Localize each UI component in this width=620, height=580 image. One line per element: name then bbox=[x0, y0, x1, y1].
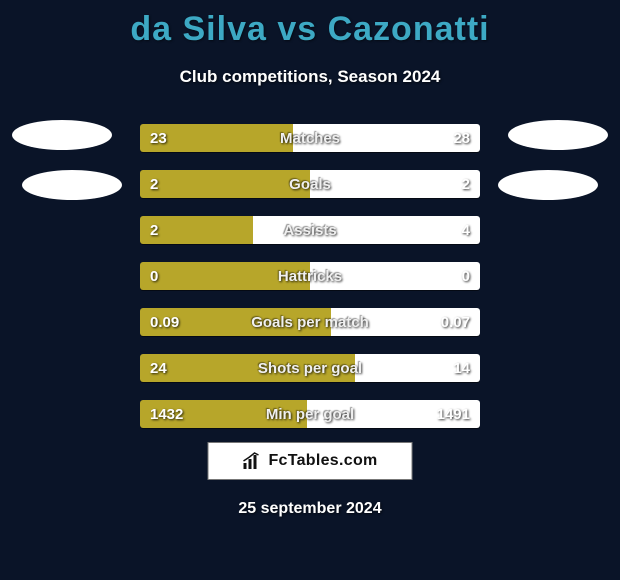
page-title: da Silva vs Cazonatti bbox=[0, 0, 620, 49]
bar-left-fill bbox=[140, 170, 310, 198]
bar-left-fill bbox=[140, 124, 293, 152]
bar-row: 2328Matches bbox=[140, 124, 480, 152]
bar-row: 24Assists bbox=[140, 216, 480, 244]
avatar-team-right bbox=[498, 170, 598, 200]
bar-row: 00Hattricks bbox=[140, 262, 480, 290]
comparison-bars: 2328Matches 22Goals 24Assists 00Hattricks 0.… bbox=[140, 124, 480, 446]
bar-row: 14321491Min per goal bbox=[140, 400, 480, 428]
bar-right-fill bbox=[310, 262, 480, 290]
bar-right-fill bbox=[331, 308, 480, 336]
bar-left-fill bbox=[140, 308, 331, 336]
bar-left-fill bbox=[140, 262, 310, 290]
bar-row: 2414Shots per goal bbox=[140, 354, 480, 382]
bar-right-fill bbox=[355, 354, 480, 382]
bar-right-fill bbox=[310, 170, 480, 198]
bar-left-fill bbox=[140, 216, 253, 244]
snapshot-date: 25 september 2024 bbox=[0, 500, 620, 518]
avatar-player-right bbox=[508, 120, 608, 150]
bar-row: 22Goals bbox=[140, 170, 480, 198]
avatar-player-left bbox=[12, 120, 112, 150]
page-subtitle: Club competitions, Season 2024 bbox=[0, 67, 620, 87]
avatar-team-left bbox=[22, 170, 122, 200]
bar-right-fill bbox=[253, 216, 480, 244]
brand-text: FcTables.com bbox=[268, 452, 377, 470]
bar-left-fill bbox=[140, 400, 307, 428]
bar-row: 0.090.07Goals per match bbox=[140, 308, 480, 336]
bar-left-fill bbox=[140, 354, 355, 382]
bar-right-fill bbox=[293, 124, 480, 152]
chart-icon bbox=[242, 452, 262, 470]
bar-right-fill bbox=[307, 400, 480, 428]
brand-badge: FcTables.com bbox=[208, 442, 413, 480]
